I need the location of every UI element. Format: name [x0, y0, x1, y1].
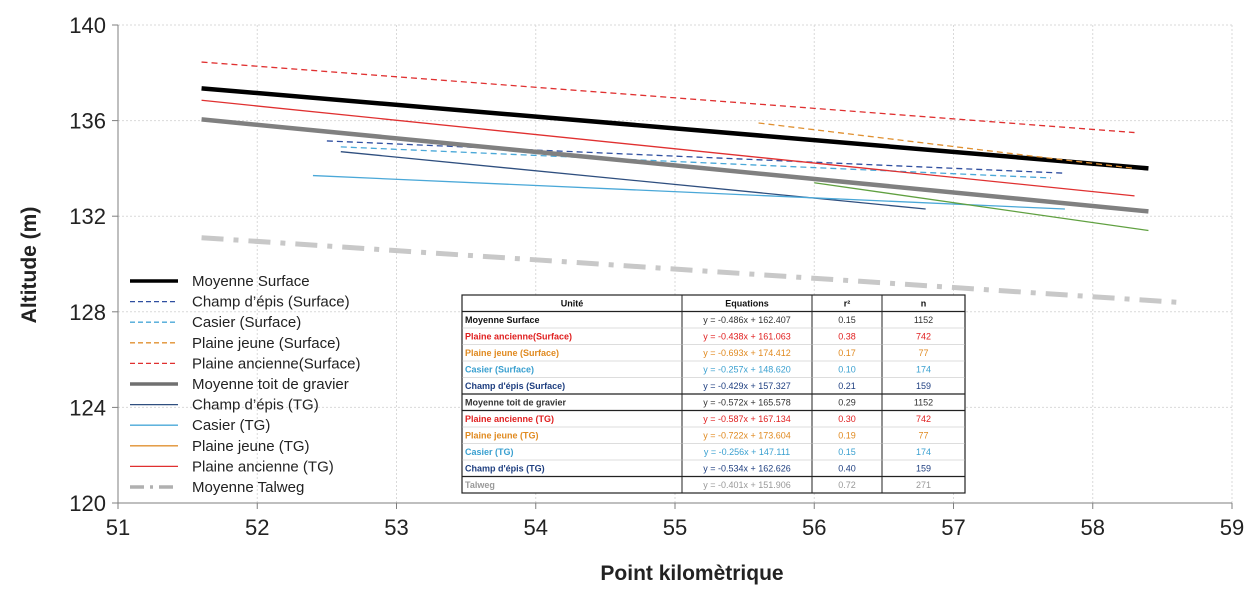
series-line — [201, 99, 1135, 197]
x-tick-label: 59 — [1220, 515, 1244, 540]
table-cell-n: 159 — [916, 381, 931, 391]
legend-label: Plaine jeune (Surface) — [192, 335, 340, 352]
table-cell-n: 159 — [916, 464, 931, 474]
table-cell-unit: Casier (TG) — [465, 447, 514, 457]
legend-label: Plaine ancienne(Surface) — [192, 355, 360, 372]
table-cell-n: 1152 — [914, 398, 933, 408]
y-tick-label: 124 — [69, 395, 106, 420]
table-cell-r2: 0.10 — [838, 365, 856, 375]
series-line — [340, 146, 1052, 179]
table-cell-r2: 0.29 — [838, 398, 856, 408]
table-cell-equation: y = -0.429x + 157.327 — [703, 381, 791, 391]
equations-table: Unité Equations r² n Moyenne Surface y = -0.4… — [461, 294, 966, 494]
axes-layer: 51 52 53 54 55 56 57 58 59 120 124 128 132 136 140 — [69, 13, 1244, 540]
series-line — [312, 174, 1065, 210]
table-cell-n: 77 — [918, 431, 928, 441]
legend-label: Moyenne toit de gravier — [192, 376, 349, 393]
table-cell-unit: Plaine jeune (Surface) — [465, 348, 559, 358]
table-cell-r2: 0.40 — [838, 464, 856, 474]
legend-label: Casier (TG) — [192, 417, 270, 434]
series-layer — [201, 61, 1177, 305]
series-line — [340, 151, 926, 210]
table-cell-n: 742 — [916, 332, 931, 342]
table-cell-r2: 0.19 — [838, 431, 856, 441]
table-cell-unit: Talweg — [465, 480, 495, 490]
table-cell-n: 77 — [918, 348, 928, 358]
series-line — [814, 182, 1149, 232]
y-tick-label: 140 — [69, 13, 106, 38]
table-cell-equation: y = -0.572x + 165.578 — [703, 398, 791, 408]
table-cell-r2: 0.72 — [838, 480, 856, 490]
x-tick-label: 53 — [384, 515, 408, 540]
table-cell-equation: y = -0.534x + 162.626 — [703, 464, 791, 474]
table-cell-unit: Plaine jeune (TG) — [465, 431, 539, 441]
x-axis-title: Point kilomètrique — [600, 562, 783, 585]
y-tick-label: 128 — [69, 300, 106, 325]
legend-label: Plaine jeune (TG) — [192, 438, 310, 455]
table-cell-unit: Plaine ancienne(Surface) — [465, 332, 572, 342]
table-cell-unit: Champ d'épis (TG) — [465, 464, 545, 474]
table-cell-n: 174 — [916, 365, 931, 375]
table-cell-unit: Champ d'épis (Surface) — [465, 381, 565, 391]
table-cell-unit: Casier (Surface) — [465, 365, 534, 375]
table-cell-n: 1152 — [914, 315, 933, 325]
legend-label: Champ d’épis (Surface) — [192, 294, 350, 311]
table-cell-unit: Moyenne toit de gravier — [465, 398, 567, 408]
x-tick-label: 54 — [524, 515, 548, 540]
series-line — [201, 235, 1177, 305]
series-line — [758, 122, 1135, 170]
legend-label: Moyenne Surface — [192, 273, 310, 290]
table-cell-r2: 0.21 — [838, 381, 856, 391]
series-line — [326, 140, 1065, 174]
legend-label: Champ d’épis (TG) — [192, 397, 319, 414]
legend: Moyenne Surface Champ d’épis (Surface) Cas… — [130, 273, 360, 496]
y-tick-label: 120 — [69, 491, 106, 516]
table-cell-equation: y = -0.722x + 173.604 — [703, 431, 791, 441]
legend-label: Moyenne Talweg — [192, 479, 304, 496]
series-line — [201, 86, 1149, 171]
legend-label: Casier (Surface) — [192, 314, 301, 331]
table-cell-r2: 0.38 — [838, 332, 856, 342]
table-cell-r2: 0.15 — [838, 315, 856, 325]
x-tick-label: 58 — [1081, 515, 1105, 540]
table-cell-equation: y = -0.401x + 151.906 — [703, 480, 791, 490]
table-cell-r2: 0.30 — [838, 414, 856, 424]
table-cell-n: 174 — [916, 447, 931, 457]
x-tick-label: 55 — [663, 515, 687, 540]
table-header-cell: Equations — [725, 299, 769, 309]
table-cell-unit: Plaine ancienne (TG) — [465, 414, 554, 424]
table-cell-n: 271 — [916, 480, 931, 490]
table-cell-equation: y = -0.587x + 167.134 — [703, 414, 791, 424]
table-cell-equation: y = -0.693x + 174.412 — [703, 348, 791, 358]
table-cell-equation: y = -0.257x + 148.620 — [703, 365, 791, 375]
series-line — [201, 61, 1135, 134]
legend-label: Plaine ancienne (TG) — [192, 458, 334, 475]
x-tick-label: 52 — [245, 515, 269, 540]
series-line — [201, 117, 1149, 214]
table-header-cell: Unité — [561, 299, 584, 309]
y-tick-label: 136 — [69, 109, 106, 134]
table-header-cell: n — [921, 299, 927, 309]
table-cell-equation: y = -0.438x + 161.063 — [703, 332, 791, 342]
x-tick-label: 57 — [941, 515, 965, 540]
table-cell-equation: y = -0.486x + 162.407 — [703, 315, 791, 325]
table-cell-equation: y = -0.256x + 147.111 — [704, 447, 790, 457]
table-cell-r2: 0.17 — [838, 348, 856, 358]
x-tick-label: 51 — [106, 515, 130, 540]
table-header-cell: r² — [844, 299, 851, 309]
table-cell-r2: 0.15 — [838, 447, 856, 457]
y-tick-label: 132 — [69, 204, 106, 229]
table-cell-unit: Moyenne Surface — [465, 315, 540, 325]
y-axis-title: Altitude (m) — [18, 207, 41, 324]
x-tick-label: 56 — [802, 515, 826, 540]
table-cell-n: 742 — [916, 414, 931, 424]
